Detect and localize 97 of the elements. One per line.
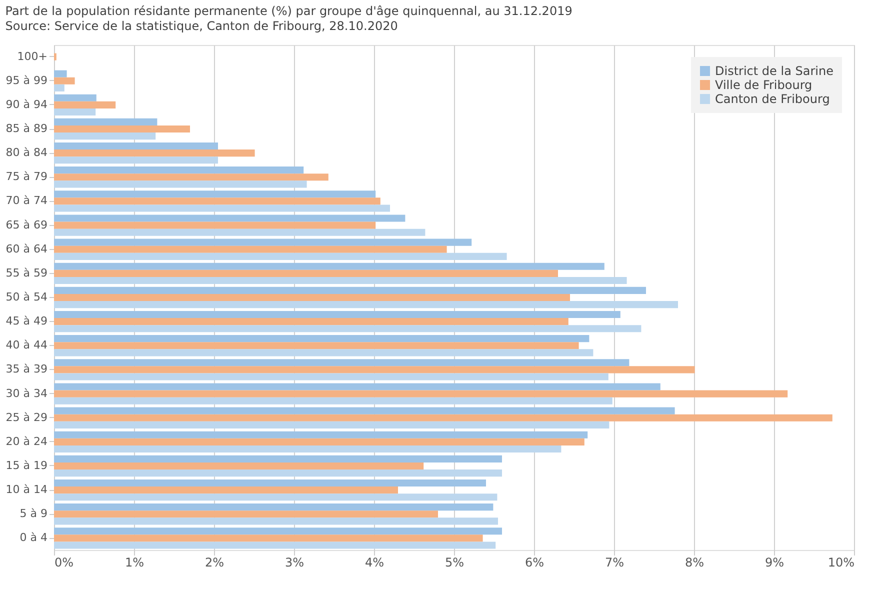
bar — [54, 470, 502, 477]
y-tick-label: 70 à 74 — [6, 194, 48, 208]
y-tick-label: 80 à 84 — [6, 146, 48, 160]
y-tick-label: 90 à 94 — [6, 98, 48, 111]
bar — [54, 518, 498, 525]
bar — [54, 342, 579, 350]
bar — [54, 438, 584, 446]
legend-label: Ville de Fribourg — [715, 78, 812, 92]
bar — [54, 246, 447, 253]
y-tick-label: 15 à 19 — [6, 458, 48, 472]
bar — [54, 373, 608, 380]
bar — [54, 166, 304, 174]
bar — [54, 156, 218, 164]
x-tick-label: 7% — [604, 556, 624, 570]
bar — [54, 101, 116, 108]
bar — [54, 228, 426, 236]
y-tick-label: 50 à 54 — [6, 290, 48, 304]
bar — [54, 150, 255, 157]
bar — [54, 118, 158, 126]
bar — [54, 204, 390, 212]
y-tick-label: 95 à 99 — [6, 74, 48, 87]
bar — [54, 397, 612, 404]
bar — [54, 108, 96, 116]
y-tick-label: 65 à 69 — [6, 218, 48, 232]
x-tick-label: 0% — [54, 556, 74, 570]
y-tick-label: 75 à 79 — [6, 170, 48, 184]
x-tick-label: 2% — [204, 556, 224, 570]
bar — [54, 407, 675, 414]
bar — [54, 318, 568, 326]
y-tick-label: 0 à 4 — [20, 531, 48, 544]
y-tick-label: 60 à 64 — [6, 242, 48, 256]
legend-label: Canton de Fribourg — [715, 92, 830, 106]
bar — [54, 77, 75, 84]
bar — [54, 431, 588, 438]
bar — [54, 479, 486, 487]
bar — [54, 174, 328, 181]
x-tick-label: 6% — [524, 556, 544, 570]
bar — [54, 142, 218, 150]
y-tick-label: 85 à 89 — [6, 122, 48, 136]
bar — [54, 462, 424, 470]
bar — [54, 238, 472, 246]
y-tick-label: 35 à 39 — [6, 362, 48, 376]
bar — [54, 286, 646, 294]
bar — [54, 510, 438, 518]
legend-label: District de la Sarine — [715, 64, 834, 78]
y-tick-label: 25 à 29 — [6, 410, 48, 424]
x-tick-label: 10% — [828, 556, 854, 570]
bar — [54, 335, 590, 342]
bar — [54, 310, 620, 318]
bar — [54, 390, 788, 398]
bar — [54, 214, 406, 222]
bar — [54, 534, 483, 542]
bar — [54, 270, 558, 277]
bar — [54, 349, 594, 356]
x-tick-label: 8% — [684, 556, 704, 570]
bar — [54, 486, 398, 494]
bar — [54, 383, 660, 390]
x-tick-label: 5% — [444, 556, 464, 570]
source-note: Source: Service de la statistique, Canton de Fribourg, 28.10.2020 — [5, 19, 398, 33]
bar — [54, 262, 604, 270]
bar — [54, 294, 570, 302]
bar — [54, 94, 96, 102]
bar — [54, 366, 695, 374]
bar — [54, 504, 494, 511]
bar — [54, 190, 376, 198]
y-tick-label: 45 à 49 — [6, 314, 48, 328]
bar — [54, 445, 562, 453]
bar — [54, 455, 502, 462]
bar — [54, 528, 502, 535]
bar — [54, 325, 642, 332]
bar — [54, 222, 376, 229]
bar — [54, 132, 156, 140]
bar — [54, 70, 67, 78]
bar — [54, 84, 64, 92]
bar — [54, 359, 630, 366]
y-tick-label: 10 à 14 — [6, 483, 48, 496]
y-tick-label: 5 à 9 — [20, 507, 48, 520]
bar — [54, 125, 190, 133]
x-tick-label: 4% — [364, 556, 384, 570]
bar — [54, 414, 832, 422]
bar — [54, 494, 498, 501]
y-tick-label: 20 à 24 — [6, 434, 48, 448]
bar — [54, 252, 507, 260]
x-tick-label: 3% — [284, 556, 304, 570]
bar — [54, 421, 610, 428]
bar — [54, 301, 678, 308]
bar — [54, 276, 627, 284]
x-tick-label: 1% — [124, 556, 144, 570]
bar — [54, 180, 307, 188]
y-tick-label: 30 à 34 — [6, 386, 48, 400]
chart-title: Part de la population résidante permanente (%) par groupe d'âge quinquennal, au 31.12.2019 — [5, 4, 572, 18]
x-tick-label: 9% — [764, 556, 784, 570]
y-tick-label: 100+ — [17, 50, 48, 63]
bar — [54, 542, 496, 549]
y-tick-label: 55 à 59 — [6, 266, 48, 280]
bar — [54, 198, 380, 205]
y-tick-label: 40 à 44 — [6, 338, 48, 352]
